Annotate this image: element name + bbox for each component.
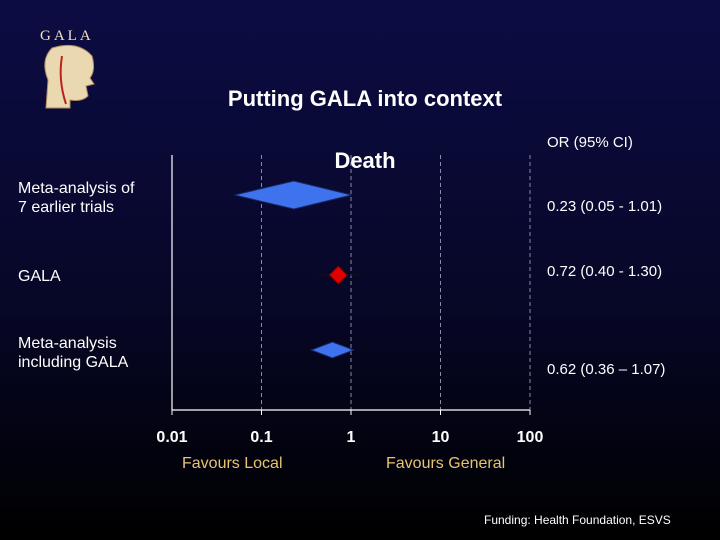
title-line: Putting GALA into context: [227, 86, 503, 111]
x-tick-label: 0.1: [250, 429, 272, 446]
summary-diamond: [309, 341, 356, 359]
value-label: 0.23 (0.05 - 1.01): [547, 198, 663, 215]
value-label: 0.72 (0.40 - 1.30): [547, 263, 663, 280]
chart-title: Putting GALA into context Death: [150, 52, 580, 207]
x-annotation: Favours General: [386, 455, 506, 472]
row-label: GALA: [18, 268, 61, 285]
summary-diamond: [234, 180, 352, 210]
column-header: OR (95% CI): [547, 134, 633, 151]
point-estimate: [328, 265, 348, 285]
row-label: Meta-analysis including GALA: [18, 335, 129, 371]
x-annotation: Favours Local: [182, 455, 283, 472]
value-label: 0.62 (0.36 – 1.07): [547, 361, 666, 378]
x-tick-label: 0.01: [156, 429, 187, 446]
title-line: Death: [334, 148, 396, 173]
logo-text: GALA: [40, 28, 94, 44]
x-tick-label: 1: [347, 429, 356, 446]
footnote: Funding: Health Foundation, ESVS: [484, 513, 671, 527]
x-tick-label: 100: [517, 429, 544, 446]
row-label: Meta-analysis of 7 earlier trials: [18, 180, 135, 216]
x-tick-label: 10: [432, 429, 450, 446]
logo-figure: [44, 44, 95, 109]
